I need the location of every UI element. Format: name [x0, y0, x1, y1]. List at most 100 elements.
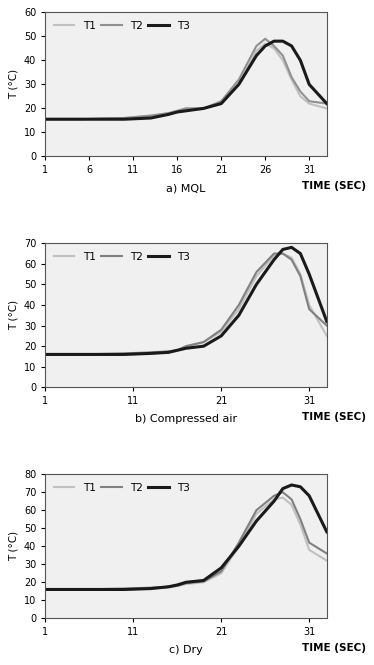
Legend: T1, T2, T3: T1, T2, T3: [50, 17, 193, 34]
T2: [166, 583, 171, 591]
T1: [307, 546, 312, 554]
T2: [166, 109, 171, 117]
Line: T2: T2: [45, 253, 327, 354]
T3: [263, 42, 267, 50]
T1: [254, 47, 259, 55]
T2: [43, 585, 47, 593]
T3: [219, 564, 223, 572]
T3: [175, 346, 180, 354]
T3: [166, 348, 171, 356]
T1: [280, 57, 285, 65]
T3: [272, 256, 276, 264]
T3: [166, 110, 171, 118]
T3: [325, 528, 329, 536]
T2: [148, 348, 153, 356]
T2: [184, 104, 188, 112]
Line: T1: T1: [45, 43, 327, 119]
T2: [254, 42, 259, 50]
T1: [43, 585, 47, 593]
T2: [325, 549, 329, 557]
T1: [122, 350, 127, 358]
T1: [272, 495, 276, 503]
T2: [78, 585, 83, 593]
T1: [184, 342, 188, 350]
T3: [148, 114, 153, 122]
T3: [122, 350, 127, 358]
T3: [219, 332, 223, 340]
T3: [254, 52, 259, 60]
T2: [280, 488, 285, 496]
T1: [325, 557, 329, 565]
T2: [325, 100, 329, 108]
T2: [219, 567, 223, 575]
T3: [289, 42, 294, 50]
T1: [175, 346, 180, 354]
T2: [184, 579, 188, 587]
T2: [289, 256, 294, 264]
T3: [43, 350, 47, 358]
Title: c) Dry: c) Dry: [169, 645, 203, 655]
T1: [254, 272, 259, 280]
T3: [237, 542, 241, 550]
T2: [219, 326, 223, 334]
T2: [272, 249, 276, 257]
T2: [175, 346, 180, 354]
T3: [307, 492, 312, 500]
T1: [148, 585, 153, 593]
T3: [184, 579, 188, 587]
T2: [237, 539, 241, 547]
T1: [307, 100, 312, 108]
T1: [298, 270, 303, 278]
T3: [78, 350, 83, 358]
T1: [307, 301, 312, 309]
Text: TIME (SEC): TIME (SEC): [302, 643, 366, 653]
T3: [201, 104, 206, 112]
Y-axis label: T (°C): T (°C): [8, 531, 18, 561]
T3: [298, 483, 303, 491]
T1: [78, 350, 83, 358]
T1: [166, 348, 171, 356]
T1: [272, 45, 276, 53]
T1: [280, 493, 285, 501]
T3: [280, 485, 285, 493]
T2: [289, 73, 294, 81]
T2: [43, 350, 47, 358]
T3: [325, 317, 329, 325]
Title: b) Compressed air: b) Compressed air: [135, 414, 237, 424]
T3: [43, 585, 47, 593]
T2: [272, 492, 276, 500]
Text: TIME (SEC): TIME (SEC): [302, 412, 366, 422]
T3: [175, 108, 180, 116]
Line: T1: T1: [45, 253, 327, 354]
T2: [122, 585, 127, 593]
Line: T1: T1: [45, 497, 327, 589]
T3: [325, 100, 329, 108]
T3: [148, 585, 153, 593]
T3: [298, 57, 303, 65]
T2: [78, 115, 83, 123]
Y-axis label: T (°C): T (°C): [8, 69, 18, 100]
T3: [201, 577, 206, 585]
T2: [122, 114, 127, 122]
T1: [43, 115, 47, 123]
T1: [254, 510, 259, 518]
T3: [237, 311, 241, 319]
T2: [148, 112, 153, 120]
Line: T2: T2: [45, 39, 327, 119]
T2: [298, 272, 303, 280]
T1: [201, 579, 206, 587]
Legend: T1, T2, T3: T1, T2, T3: [50, 249, 193, 265]
T1: [289, 253, 294, 261]
T2: [78, 350, 83, 358]
T1: [122, 585, 127, 593]
T3: [307, 80, 312, 88]
T2: [280, 249, 285, 257]
T3: [78, 585, 83, 593]
T2: [325, 322, 329, 330]
T1: [272, 251, 276, 259]
T1: [184, 580, 188, 588]
T1: [219, 100, 223, 108]
T3: [43, 115, 47, 123]
T3: [148, 349, 153, 357]
Line: T3: T3: [45, 41, 327, 119]
